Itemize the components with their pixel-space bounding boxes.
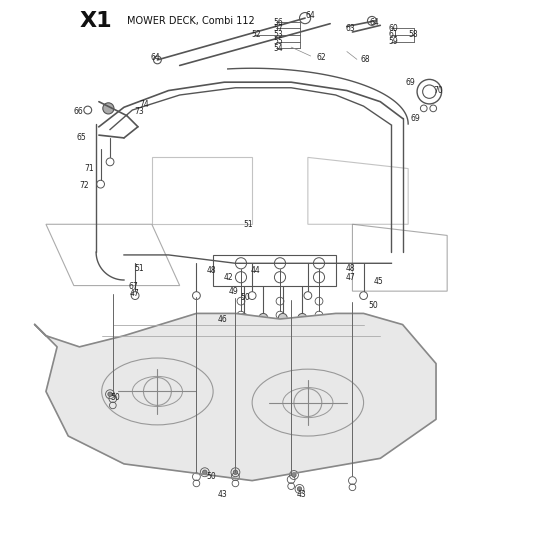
- Text: 42: 42: [223, 273, 233, 282]
- Text: 66: 66: [74, 106, 83, 116]
- Text: 51: 51: [134, 264, 143, 273]
- Text: 45: 45: [374, 277, 384, 286]
- Circle shape: [259, 314, 268, 323]
- Text: 53: 53: [273, 30, 283, 39]
- Text: MOWER DECK, Combi 112: MOWER DECK, Combi 112: [127, 16, 254, 26]
- Text: 65: 65: [77, 133, 86, 142]
- Text: 74: 74: [139, 100, 150, 109]
- Text: 62: 62: [316, 53, 326, 62]
- Text: 61: 61: [389, 30, 398, 39]
- Text: 60: 60: [389, 24, 398, 32]
- Text: 43: 43: [297, 490, 306, 499]
- Text: 67: 67: [128, 282, 138, 291]
- Text: 47: 47: [346, 273, 356, 282]
- Text: 71: 71: [84, 164, 94, 173]
- Text: 73: 73: [134, 106, 144, 116]
- Text: 50: 50: [368, 301, 378, 310]
- Text: 47: 47: [129, 290, 139, 298]
- Text: 64: 64: [151, 53, 161, 62]
- Text: 50: 50: [240, 293, 250, 302]
- Text: 44: 44: [251, 266, 261, 275]
- Text: 43: 43: [218, 490, 227, 499]
- Circle shape: [239, 314, 248, 323]
- Text: 50: 50: [110, 393, 120, 402]
- Text: X1: X1: [80, 11, 112, 31]
- Circle shape: [297, 487, 302, 491]
- Text: 70: 70: [433, 86, 443, 95]
- Text: 64: 64: [369, 17, 379, 26]
- Text: 48: 48: [346, 264, 356, 273]
- Circle shape: [108, 392, 112, 396]
- Text: 56: 56: [273, 17, 283, 26]
- Text: 54: 54: [273, 44, 283, 53]
- Circle shape: [233, 470, 237, 474]
- Text: 68: 68: [361, 55, 370, 64]
- Text: 55: 55: [273, 37, 283, 46]
- Text: 57: 57: [273, 24, 283, 32]
- Polygon shape: [35, 314, 436, 480]
- Circle shape: [298, 314, 307, 323]
- Text: 48: 48: [207, 266, 216, 275]
- Text: 64: 64: [305, 11, 315, 20]
- Text: 69: 69: [405, 78, 415, 87]
- Circle shape: [278, 314, 287, 323]
- Text: 59: 59: [389, 37, 398, 46]
- Text: 46: 46: [218, 315, 227, 324]
- Circle shape: [203, 470, 207, 474]
- Circle shape: [292, 473, 296, 477]
- Text: 69: 69: [411, 114, 421, 123]
- Text: 58: 58: [408, 30, 418, 39]
- Text: 49: 49: [228, 287, 239, 296]
- Text: 63: 63: [346, 24, 356, 32]
- Text: 51: 51: [244, 220, 254, 229]
- Text: 50: 50: [207, 472, 216, 480]
- Text: 52: 52: [251, 30, 260, 39]
- Text: 72: 72: [80, 181, 89, 190]
- Circle shape: [103, 103, 114, 114]
